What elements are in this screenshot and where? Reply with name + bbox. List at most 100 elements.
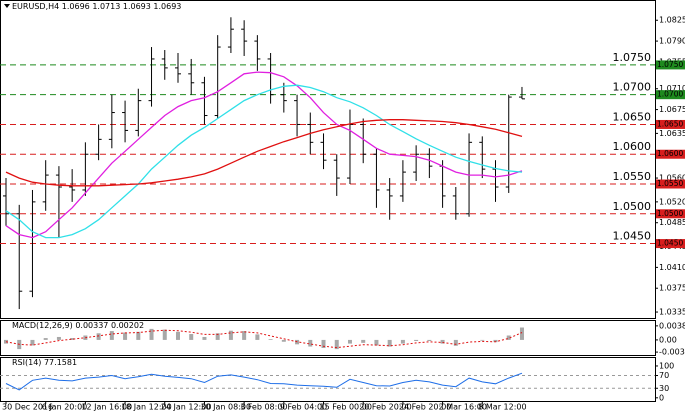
macd-histogram	[228, 330, 233, 340]
y-tick-label: 70	[659, 371, 669, 380]
macd-histogram	[43, 338, 48, 340]
macd-histogram	[308, 339, 313, 347]
level-label: 1.0500	[613, 200, 652, 213]
level-price-label: 1.0500	[657, 209, 683, 218]
y-tick-label: -0.00331	[659, 348, 685, 357]
macd-panel	[0, 320, 656, 356]
header-value: 1.0693	[153, 2, 181, 11]
level-price-box	[656, 119, 685, 129]
indicator-name: EURUSD,H4	[12, 2, 59, 11]
macd-histogram	[440, 339, 445, 344]
macd-histogram	[96, 333, 101, 340]
menu-arrow	[4, 4, 10, 8]
x-tick-label: 15 Feb 00:00	[320, 403, 372, 412]
macd-histogram	[281, 339, 286, 342]
macd-histogram	[334, 339, 339, 350]
macd-histogram	[56, 336, 61, 340]
y-tick-label: 1.0485	[659, 218, 685, 227]
y-tick-label: 100	[659, 361, 674, 370]
x-tick-label: 24 Jan 12:00	[161, 403, 212, 412]
macd-histogram	[480, 339, 485, 341]
macd-histogram	[374, 339, 379, 346]
macd-histogram	[175, 331, 180, 340]
level-price-label: 1.0450	[657, 239, 683, 248]
header-value: 1.0713	[92, 2, 120, 11]
indicator-name: MACD(12,26,9)	[12, 321, 73, 330]
macd-histogram	[215, 333, 220, 340]
x-tick-label: 9 Feb 04:00	[280, 403, 327, 412]
macd-histogram	[123, 332, 128, 340]
x-tick-label: 8 Mar 12:00	[478, 403, 526, 412]
panel-title: MACD(12,26,9) 0.00337 0.00202	[12, 321, 144, 330]
macd-histogram	[136, 331, 141, 340]
y-tick-label: 1.0710	[659, 84, 685, 93]
panel-title: EURUSD,H4 1.0696 1.0713 1.0693 1.0693	[12, 2, 181, 11]
x-tick-label: 30 Jan 08:00	[200, 403, 251, 412]
header-value: 0.00337	[75, 321, 108, 330]
macd-histogram	[453, 339, 458, 346]
x-tick-label: 20 Feb 20:00	[359, 403, 411, 412]
macd-signal	[5, 329, 523, 349]
macd-histogram	[162, 329, 167, 340]
macd-histogram	[427, 339, 432, 342]
level-price-label: 1.0550	[657, 179, 683, 188]
x-tick-label: 6 Jan 20:00	[42, 403, 88, 412]
x-tick-label: 2 Mar 16:00	[439, 403, 487, 412]
panel-title: RSI(14) 77.1581	[12, 358, 77, 367]
level-label: 1.0700	[613, 81, 652, 94]
level-price-box	[656, 239, 685, 249]
level-price-label: 1.0600	[657, 149, 683, 158]
x-tick-label: 30 Dec 2016	[2, 403, 53, 412]
macd-histogram	[387, 339, 392, 347]
main-panel	[0, 0, 656, 319]
macd-histogram	[70, 338, 75, 340]
y-tick-label: 1.0560	[659, 174, 685, 183]
indicator-name: RSI(14)	[12, 358, 41, 367]
y-tick-label: 1.0825	[659, 16, 685, 25]
x-tick-label: 3 Feb 08:00	[240, 403, 287, 412]
x-tick-label: 18 Jan 12:00	[121, 403, 172, 412]
y-tick-label: 1.0675	[659, 105, 685, 114]
y-tick-label: 1.0375	[659, 284, 685, 293]
y-tick-label: 1.0790	[659, 37, 685, 46]
level-price-box	[656, 179, 685, 189]
moving-average	[5, 119, 523, 187]
y-tick-label: 30	[659, 384, 669, 393]
level-price-label: 1.0750	[657, 60, 683, 69]
x-tick-label: 24 Feb 20:00	[399, 403, 451, 412]
level-price-box	[656, 149, 685, 159]
header-value: 1.0693	[123, 2, 151, 11]
macd-histogram	[321, 339, 326, 349]
macd-histogram	[519, 327, 524, 340]
level-label: 1.0550	[613, 170, 652, 183]
y-tick-label: 1.0520	[659, 197, 685, 206]
y-tick-label: 0	[659, 393, 664, 402]
y-tick-label: 1.0410	[659, 263, 685, 272]
macd-histogram	[414, 339, 419, 342]
macd-histogram	[506, 335, 511, 340]
macd-histogram	[268, 339, 273, 340]
macd-histogram	[242, 331, 247, 340]
header-value: 77.1581	[44, 358, 77, 367]
level-price-box	[656, 209, 685, 219]
level-label: 1.0600	[613, 140, 652, 153]
macd-histogram	[189, 334, 194, 340]
macd-histogram	[493, 339, 498, 343]
level-price-label: 1.0650	[657, 119, 683, 128]
level-label: 1.0750	[613, 51, 652, 64]
macd-histogram	[202, 336, 207, 340]
header-value: 0.00202	[111, 321, 144, 330]
macd-histogram	[4, 339, 8, 344]
rsi-panel	[0, 357, 656, 402]
macd-histogram	[347, 339, 352, 344]
macd-histogram	[400, 339, 405, 344]
header-value: 1.0696	[62, 2, 90, 11]
macd-histogram	[255, 334, 260, 340]
level-price-label: 1.0700	[657, 90, 683, 99]
x-tick-label: 12 Jan 16:00	[81, 403, 132, 412]
macd-histogram	[30, 339, 35, 346]
rsi-line	[5, 372, 523, 391]
